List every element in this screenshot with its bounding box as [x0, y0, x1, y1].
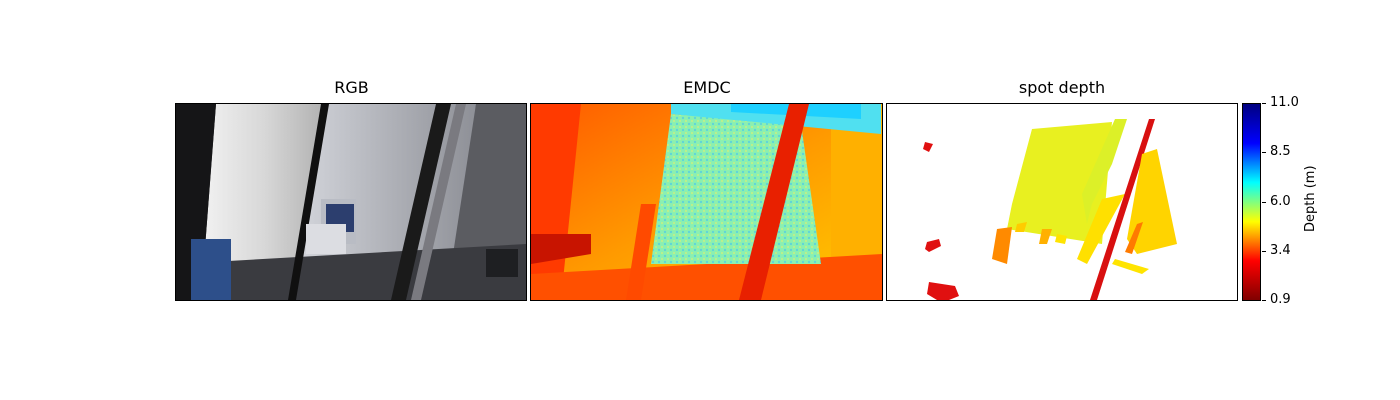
colorbar-tick	[1262, 300, 1266, 301]
rgb-image-panel	[175, 103, 527, 301]
colorbar-tick-label: 3.4	[1270, 244, 1291, 258]
colorbar-tick	[1262, 251, 1266, 252]
emdc-panel-title: EMDC	[531, 78, 883, 97]
colorbar-tick-label: 8.5	[1270, 145, 1291, 159]
colorbar-tick	[1262, 202, 1266, 203]
rgb-panel-title: RGB	[176, 78, 527, 97]
colorbar-tick-label: 11.0	[1270, 96, 1299, 110]
colorbar-tick-label: 0.9	[1270, 293, 1291, 307]
colorbar-tick	[1262, 103, 1266, 104]
colorbar-tick	[1262, 152, 1266, 153]
emdc-depth-panel	[530, 103, 883, 301]
spot-depth-panel-title: spot depth	[887, 78, 1237, 97]
colorbar-tick-label: 6.0	[1270, 195, 1291, 209]
spot-depth-map	[887, 104, 1237, 300]
rgb-image	[176, 104, 526, 300]
spot-depth-panel	[886, 103, 1238, 301]
emdc-depth-map	[531, 104, 882, 300]
depth-colorbar	[1242, 103, 1261, 301]
colorbar-label: Depth (m)	[1303, 165, 1318, 232]
